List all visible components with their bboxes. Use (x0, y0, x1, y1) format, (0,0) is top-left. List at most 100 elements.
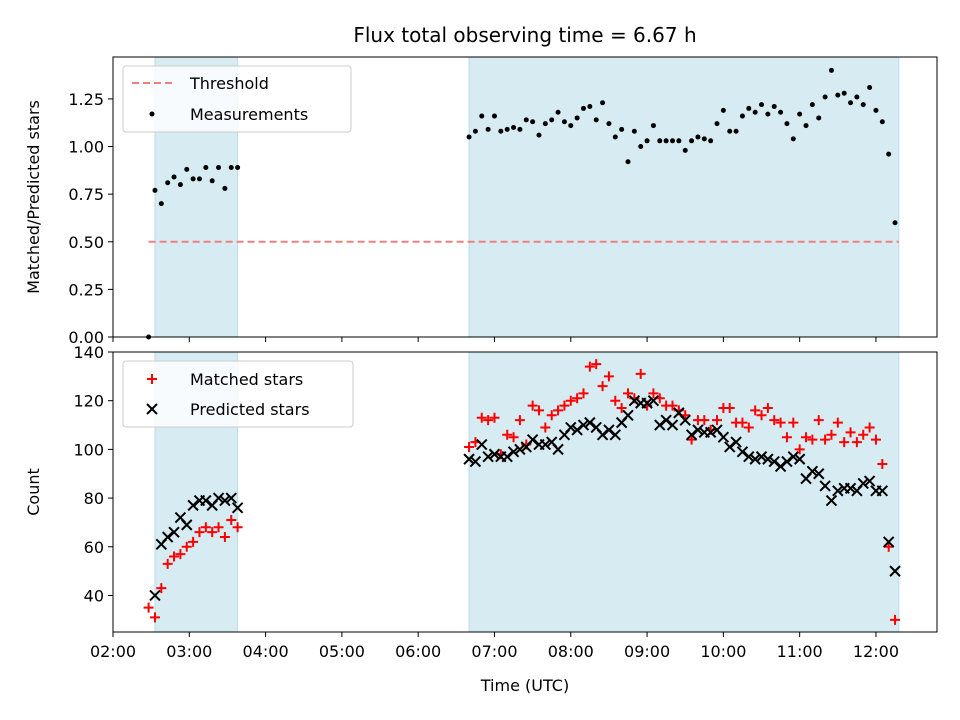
predicted-stars-point (793, 453, 806, 465)
predicted-stars-point (641, 397, 653, 409)
predicted-stars-point (212, 492, 225, 504)
predicted-stars-point (692, 424, 704, 436)
predicted-stars-point (603, 424, 615, 436)
predicted-stars-point (730, 436, 742, 448)
predicted-stars-point (832, 485, 844, 497)
matched-stars-point (553, 405, 564, 416)
y-tick-label: 0.00 (68, 328, 104, 347)
measurement-point (555, 109, 561, 115)
matched-stars-point (533, 405, 544, 416)
measurement-point (568, 123, 574, 129)
matched-stars-point (807, 434, 818, 445)
measurement-point (759, 102, 765, 108)
y-tick-label: 100 (73, 440, 104, 459)
measurement-point (790, 136, 796, 142)
matched-stars-point (699, 415, 710, 426)
predicted-stars-point (149, 589, 161, 602)
matched-stars-point (801, 432, 812, 443)
measurement-point (841, 90, 847, 96)
matched-stars-point (781, 432, 792, 443)
observing-interval (468, 351, 900, 633)
predicted-stars-point (628, 394, 641, 407)
predicted-stars-point (749, 453, 761, 465)
predicted-stars-point (781, 455, 793, 468)
matched-stars-point (623, 388, 633, 399)
predicted-stars-point (844, 482, 857, 495)
bottom-plot-frame (112, 351, 938, 633)
predicted-stars-point (857, 477, 869, 490)
measurement-point (822, 94, 828, 100)
matched-stars-point (489, 412, 500, 423)
matched-stars-point (508, 432, 519, 443)
bottom-legend: Matched stars Predicted stars (122, 360, 354, 428)
measurement-point (720, 107, 726, 113)
matched-stars-point (667, 400, 678, 411)
x-tick-label: 11:00 (777, 642, 823, 661)
measurement-point (746, 105, 752, 111)
measurement-point (835, 92, 841, 98)
measurement-point (873, 107, 879, 113)
measurement-point (663, 138, 669, 144)
measurement-point (625, 159, 631, 165)
predicted-stars-point (514, 443, 526, 456)
predicted-legend-label: Predicted stars (190, 400, 310, 419)
predicted-stars-point (889, 565, 901, 577)
matched-stars-point (839, 437, 850, 448)
measurement-point (701, 136, 707, 142)
matched-stars-point (877, 459, 888, 469)
predicted-stars-point (813, 468, 825, 480)
predicted-stars-point (876, 485, 889, 497)
matched-stars-point (584, 361, 595, 372)
top-y-axis-label: Matched/Predicted stars (24, 100, 43, 294)
predicted-stars-point (787, 450, 800, 463)
x-tick-label: 02:00 (90, 642, 136, 661)
x-tick-label: 12:00 (853, 642, 899, 661)
matched-stars-point (156, 583, 167, 594)
predicted-stars-point (577, 419, 590, 431)
matched-stars-point (686, 434, 697, 445)
matched-stars-point (188, 536, 199, 547)
predicted-stars-point (187, 499, 199, 512)
x-tick-label: 05:00 (319, 642, 365, 661)
measurement-point (466, 134, 472, 140)
predicted-stars-point (755, 450, 768, 463)
matched-stars-point (200, 522, 211, 533)
predicted-stars-point (539, 438, 552, 451)
measurement-point (504, 126, 510, 132)
matched-stars-point (181, 541, 192, 552)
predicted-stars-point (200, 494, 212, 507)
measurement-point (171, 174, 177, 180)
measurement-point (561, 119, 567, 125)
predicted-stars-point (469, 455, 482, 468)
measurement-point (695, 134, 701, 140)
matched-stars-point (232, 522, 243, 533)
measurement-point (733, 128, 739, 134)
predicted-stars-point (526, 433, 539, 446)
measurement-point (549, 117, 555, 123)
predicted-stars-point (219, 494, 231, 507)
predicted-stars-point (825, 494, 838, 507)
measurement-point (542, 121, 548, 127)
predicted-stars-point (806, 465, 819, 478)
matched-stars-point (143, 602, 154, 613)
bottom-y-axis-label: Count (24, 468, 43, 516)
measurement-point (574, 115, 580, 121)
matched-stars-point (737, 417, 748, 428)
measurement-point (536, 132, 542, 138)
measurement-point (491, 113, 497, 119)
matched-stars-point (858, 429, 869, 440)
matched-stars-point (219, 532, 230, 543)
measurement-point (612, 134, 618, 140)
measurement-point (689, 138, 695, 144)
matched-stars-point (565, 395, 576, 406)
measurement-point (727, 128, 733, 134)
x-tick-label: 03:00 (166, 642, 212, 661)
matched-stars-point (756, 410, 767, 421)
x-tick-label: 08:00 (548, 642, 594, 661)
measurement-point (593, 117, 599, 123)
measurement-point (165, 180, 171, 186)
measurement-point (803, 123, 809, 129)
matched-stars-point (476, 412, 487, 423)
predicted-stars-point (609, 429, 621, 441)
matched-stars-point (207, 527, 218, 538)
